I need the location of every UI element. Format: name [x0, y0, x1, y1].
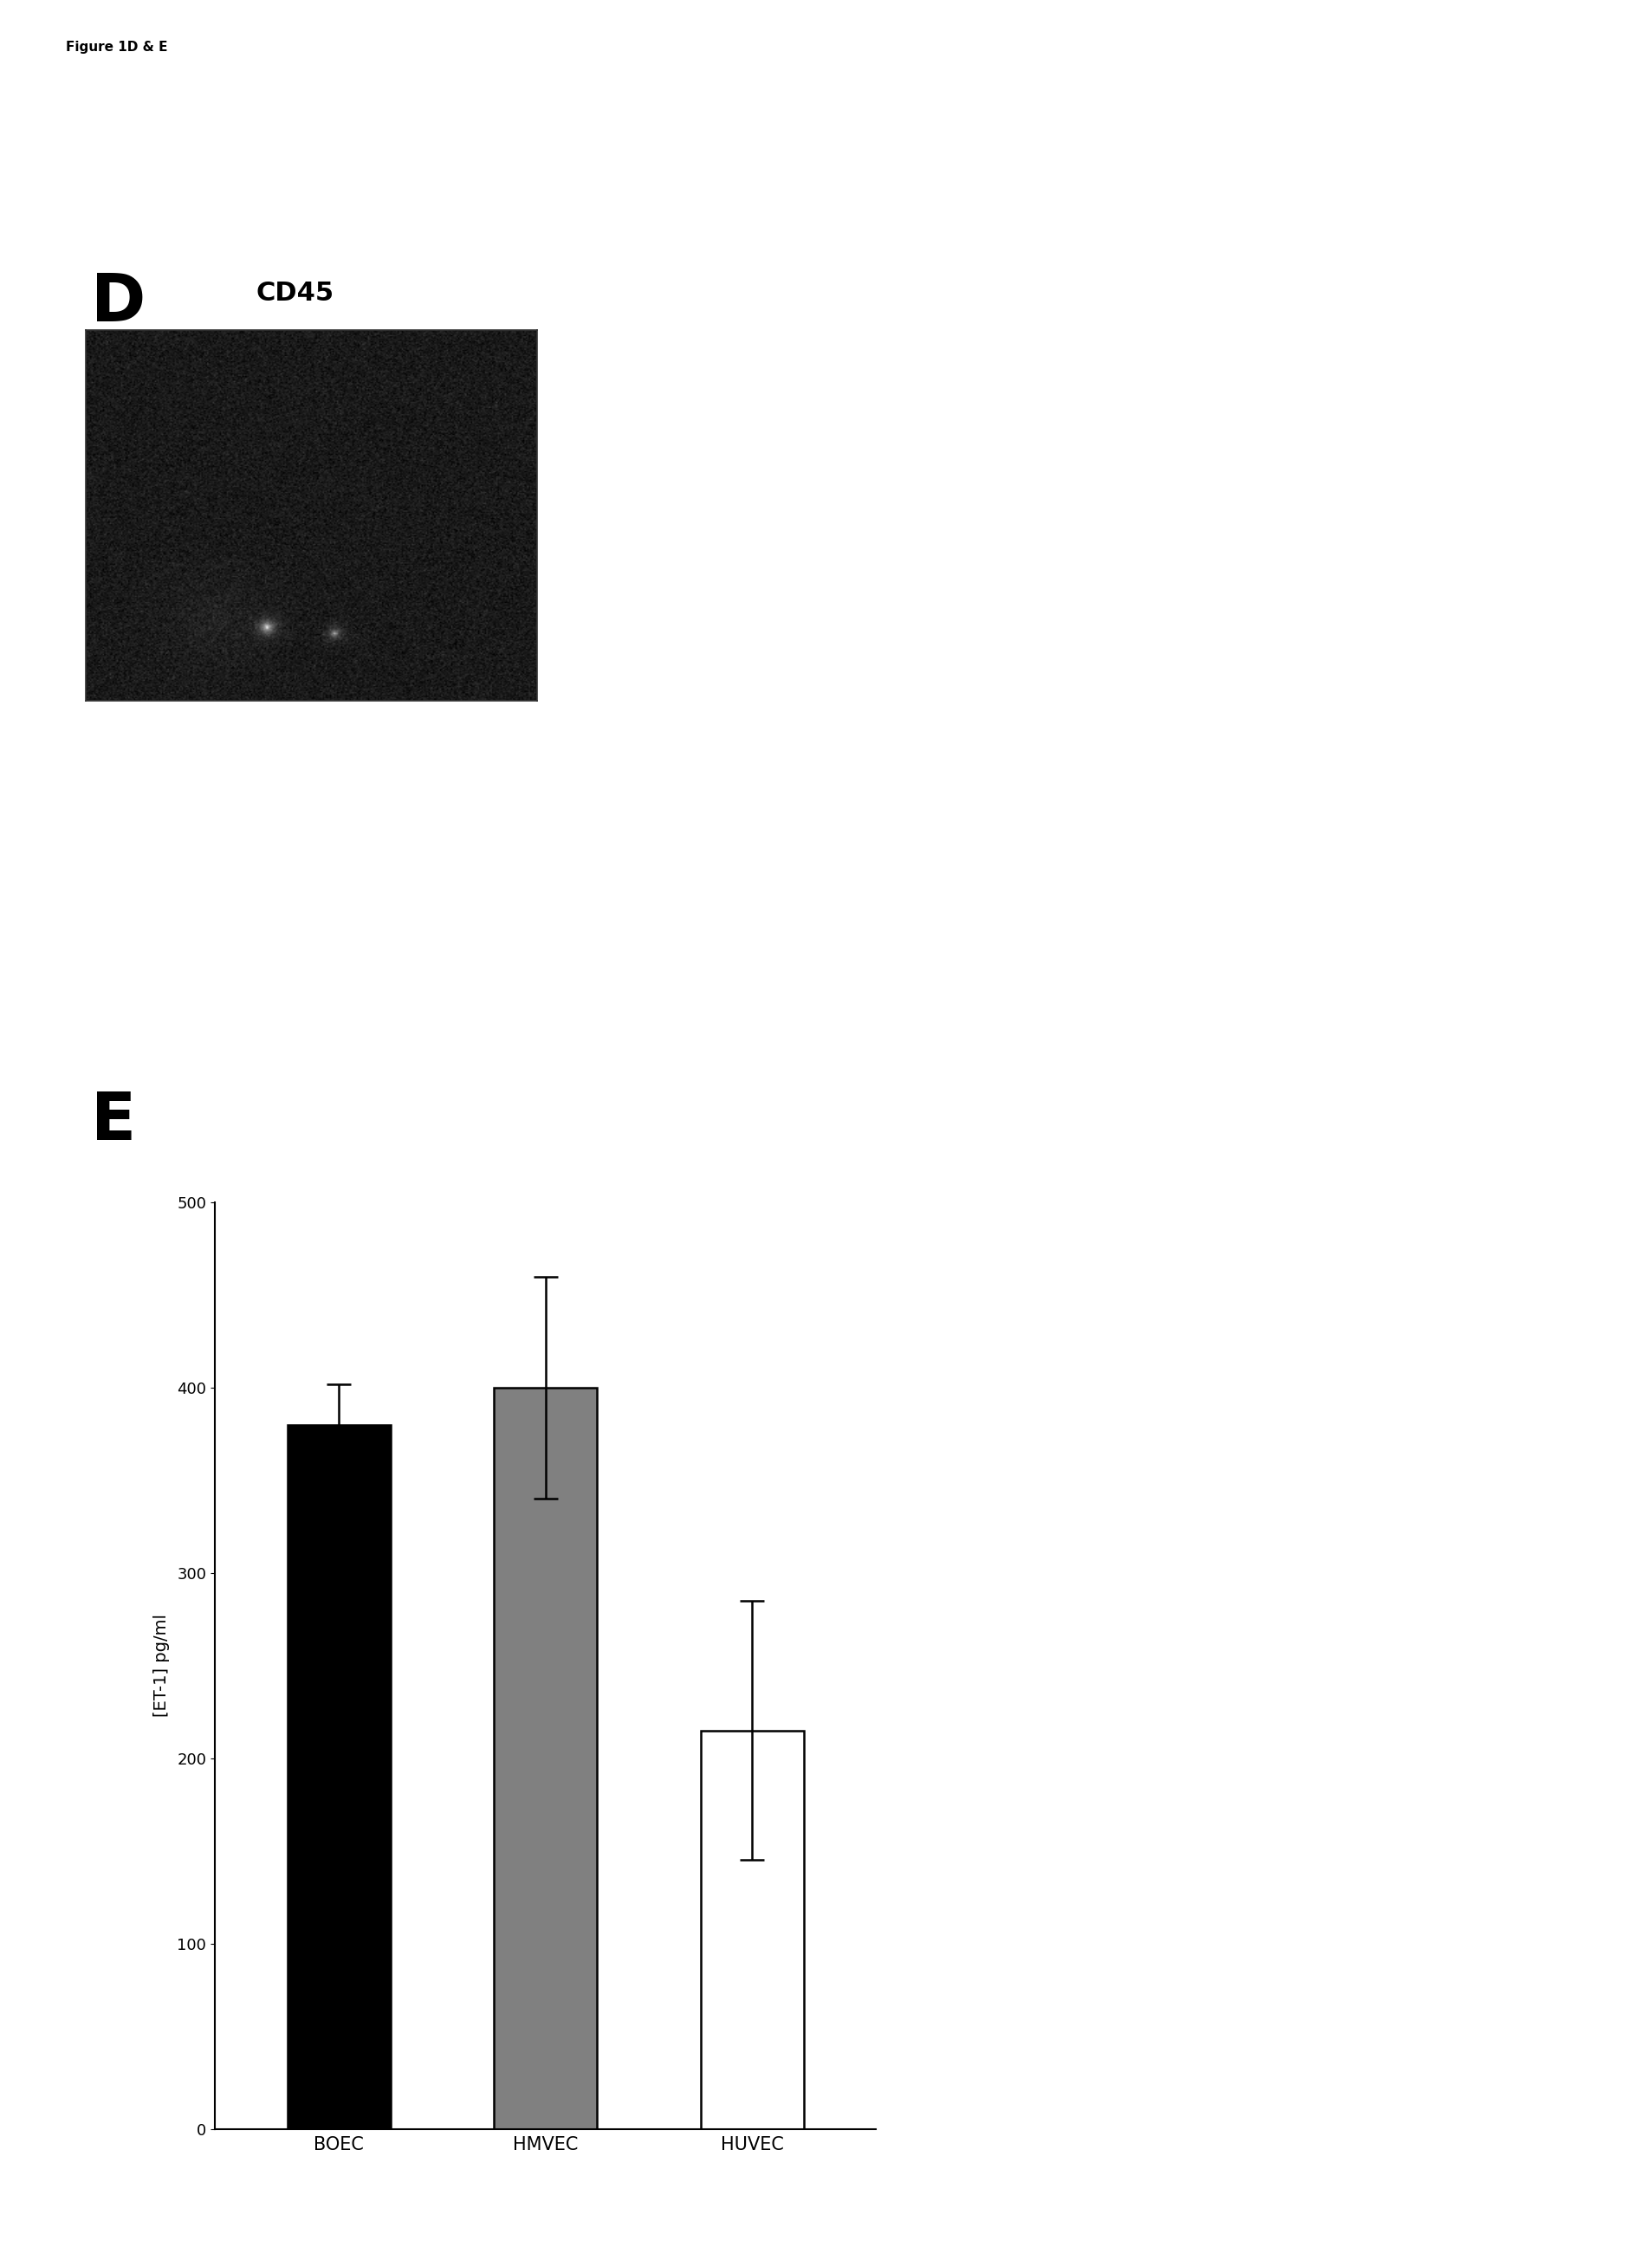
- Bar: [494, 1388, 596, 2129]
- Text: CD45: CD45: [256, 280, 334, 305]
- Text: E: E: [91, 1089, 135, 1153]
- Y-axis label: [ET-1] pg/ml: [ET-1] pg/ml: [154, 1614, 170, 1718]
- Text: D: D: [91, 271, 145, 334]
- Text: Figure 1D & E: Figure 1D & E: [66, 41, 169, 54]
- Bar: [700, 1731, 803, 2129]
- Bar: [287, 1424, 390, 2129]
